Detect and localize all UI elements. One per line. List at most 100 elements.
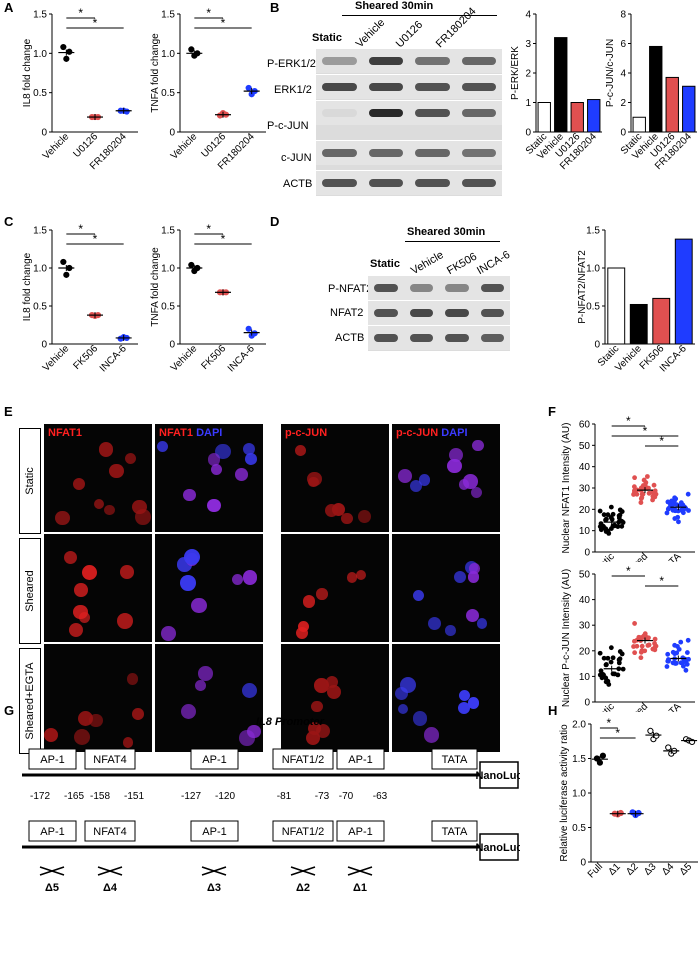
chart-f-nfat1: 0 10 20 30 40 50 60 Nuclear NFAT1 Intensity (AU… (561, 414, 695, 562)
data-point (647, 727, 654, 734)
significance-star: * (626, 564, 631, 578)
data-point (678, 660, 684, 666)
significance-star: * (93, 16, 98, 30)
data-point (619, 509, 625, 514)
significance-star: * (643, 424, 648, 438)
data-point (644, 635, 650, 641)
micrograph (281, 644, 389, 752)
cell (308, 476, 320, 488)
y-tick-label: 0 (169, 128, 175, 139)
data-point (599, 752, 607, 759)
data-point (603, 517, 608, 523)
cell (326, 684, 341, 699)
x-tick-label: INCA-6 (98, 343, 129, 374)
cell (467, 697, 479, 709)
y-tick-label: 50 (579, 570, 591, 581)
data-point (650, 646, 656, 652)
significance-star: * (221, 16, 226, 30)
x-tick-label: Full (586, 861, 605, 880)
y-tick-label: 8 (620, 10, 626, 21)
x-tick-label: Δ3 (642, 861, 659, 878)
position-label: -151 (124, 791, 144, 802)
data-point (610, 671, 616, 677)
cell (347, 572, 358, 583)
y-tick-label: 1.0 (161, 49, 175, 60)
data-point (60, 43, 67, 51)
element-label: AP-1 (202, 826, 226, 838)
element-label: AP-1 (40, 754, 64, 766)
element-box (84, 820, 136, 842)
micrograph (392, 644, 500, 752)
y-tick-label: 1.5 (572, 754, 586, 765)
blot-band (415, 109, 450, 117)
blot-band (445, 284, 469, 292)
data-point (665, 658, 671, 664)
blot-b-header: Sheared 30min (355, 0, 434, 12)
bar (632, 116, 646, 133)
data-point (601, 655, 607, 661)
significance-star: * (606, 716, 611, 730)
data-point (603, 662, 609, 668)
data-point (66, 48, 73, 55)
cell (126, 673, 139, 686)
data-point (676, 646, 682, 652)
y-tick-label: 1 (525, 98, 531, 109)
blot-strip (316, 74, 502, 99)
blot-strip (368, 325, 510, 350)
y-tick-label: 0.5 (161, 88, 175, 99)
data-point (619, 651, 625, 657)
y-tick-label: 1.5 (586, 226, 600, 237)
y-tick-label: 30 (579, 621, 591, 632)
cell (458, 690, 470, 702)
row-label-static: Static (19, 428, 41, 534)
data-point (653, 732, 660, 739)
cell (79, 612, 91, 624)
significance-star: * (78, 6, 83, 20)
y-axis-label: Relative luciferase activity ratio (559, 724, 570, 862)
x-tick-label: INCA-6 (226, 343, 257, 374)
data-point (632, 638, 637, 644)
data-point (632, 621, 637, 626)
cell (467, 571, 480, 583)
panel-label-d: D (270, 214, 280, 229)
data-point (664, 510, 670, 516)
data-point (665, 651, 671, 657)
y-tick-label: 2.0 (572, 720, 586, 731)
data-point (638, 655, 644, 661)
blot-band (461, 57, 496, 65)
element-box (28, 748, 77, 770)
data-point (608, 659, 614, 665)
blot-d-header: Sheared 30min (407, 226, 486, 238)
y-tick-label: 0.5 (586, 302, 600, 313)
bar (682, 85, 696, 133)
y-tick-label: 4 (620, 69, 626, 80)
y-axis-label: IL8 fold change (22, 252, 33, 321)
data-point (612, 522, 617, 528)
y-tick-label: 1.0 (33, 264, 47, 275)
blot-band (322, 179, 357, 187)
cell (453, 570, 466, 583)
position-label: -81 (277, 791, 292, 802)
blot-band (409, 284, 433, 292)
cell (324, 503, 339, 518)
cell (239, 730, 255, 746)
cell (68, 622, 83, 637)
cell (412, 589, 424, 601)
cell (398, 468, 412, 483)
element-label: NFAT4 (93, 826, 126, 838)
blot-strip (316, 140, 502, 165)
cell (194, 679, 206, 691)
y-axis-label: P-c-JUN/c-JUN (605, 39, 616, 107)
data-point (640, 491, 646, 497)
cell (74, 728, 90, 745)
cell (447, 458, 462, 474)
element-box (336, 820, 385, 842)
data-point (598, 521, 604, 527)
element-label: NFAT1/2 (282, 754, 325, 766)
blot-b-row-pcjun: P-c-JUN (267, 120, 309, 132)
data-point (644, 474, 650, 479)
element-box (190, 820, 239, 842)
cell (316, 588, 328, 600)
stain-name: NFAT1 (48, 427, 83, 439)
